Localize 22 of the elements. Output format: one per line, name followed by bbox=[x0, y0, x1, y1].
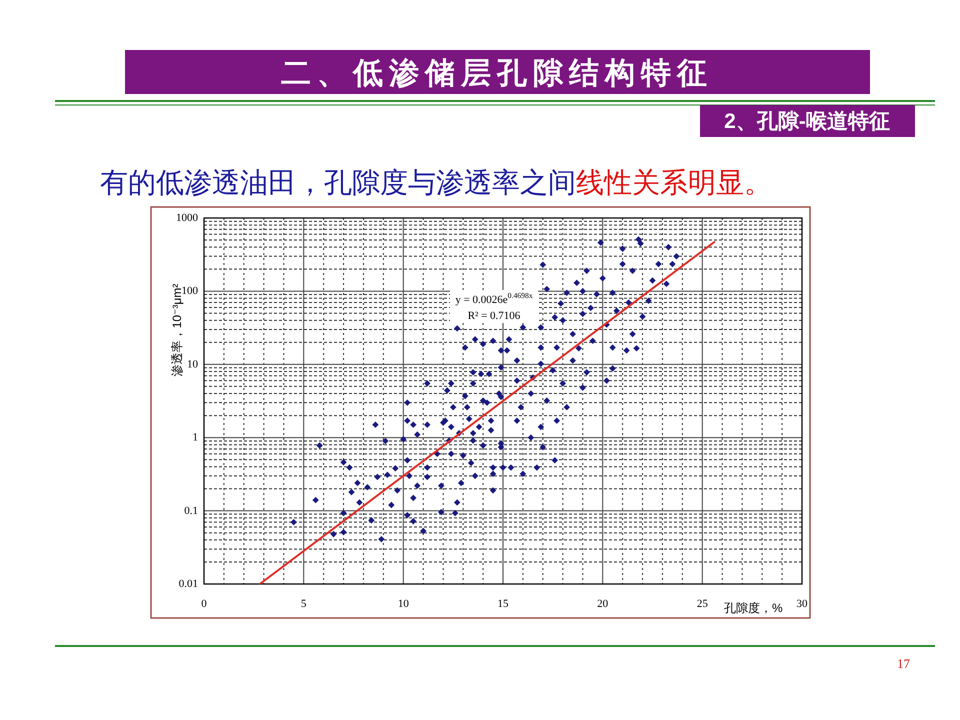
x-tick-label: 5 bbox=[300, 598, 307, 610]
x-tick-label: 10 bbox=[398, 598, 410, 610]
y-tick-label: 10 bbox=[187, 358, 198, 370]
annotation: R² = 0.7106 bbox=[468, 310, 521, 322]
y-tick-label: 0.01 bbox=[178, 578, 198, 590]
text: 线性关系明显。 bbox=[576, 167, 772, 198]
x-tick-label: 20 bbox=[597, 598, 609, 610]
x-tick-label: 0 bbox=[201, 598, 208, 610]
chart-title: 二、低渗储层孔隙结构特征 bbox=[281, 56, 713, 90]
x-axis-title: 孔隙度，% bbox=[724, 601, 783, 615]
text: 17 bbox=[897, 656, 910, 671]
y-tick-label: 1 bbox=[192, 432, 198, 444]
chart-subtitle: 2、孔隙-喉道特征 bbox=[724, 110, 890, 132]
x-tick-label: 30 bbox=[796, 598, 808, 610]
y-tick-label: 0.1 bbox=[184, 504, 198, 517]
x-tick-label: 15 bbox=[498, 598, 509, 610]
y-tick-label: 100 bbox=[182, 285, 198, 298]
y-tick-label: 1000 bbox=[176, 212, 198, 224]
y-axis-title: 渗透率，10⁻³μm² bbox=[170, 284, 184, 376]
text: 有的低渗透油田，孔隙度与渗透率之间 bbox=[100, 167, 576, 198]
annotation: y = 0.0026e$^{0.4698x}$ bbox=[455, 291, 533, 306]
x-tick-label: 25 bbox=[696, 598, 708, 610]
